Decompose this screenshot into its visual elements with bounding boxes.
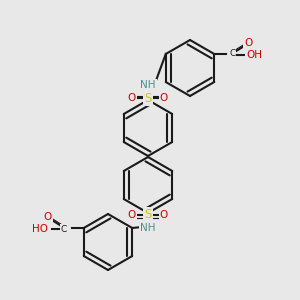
Text: NH: NH bbox=[140, 223, 156, 233]
Text: O: O bbox=[44, 212, 52, 222]
Text: O: O bbox=[160, 210, 168, 220]
Text: HO: HO bbox=[32, 224, 48, 234]
Text: NH: NH bbox=[140, 80, 156, 90]
Text: OH: OH bbox=[246, 50, 262, 60]
Text: O: O bbox=[160, 93, 168, 103]
Text: C: C bbox=[61, 224, 67, 233]
Text: O: O bbox=[128, 93, 136, 103]
Text: O: O bbox=[128, 210, 136, 220]
Text: S: S bbox=[144, 208, 152, 221]
Text: S: S bbox=[144, 92, 152, 104]
Text: C: C bbox=[229, 49, 236, 58]
Text: O: O bbox=[244, 38, 252, 48]
